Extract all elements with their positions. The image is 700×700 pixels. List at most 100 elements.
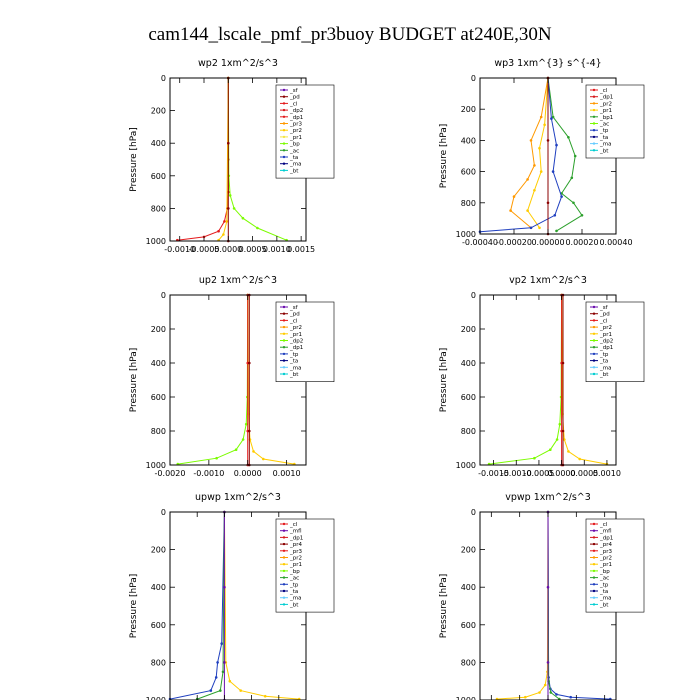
- legend-marker: [282, 122, 286, 125]
- legend-entry: _pr2: [599, 325, 612, 331]
- series-point: [232, 207, 236, 210]
- y-tick-label: 400: [151, 583, 166, 592]
- series-point: [551, 170, 555, 173]
- legend-entry: _pr2: [599, 556, 612, 562]
- series-point: [563, 438, 566, 441]
- legend-entry: _ta: [599, 589, 608, 595]
- legend-marker: [282, 129, 286, 132]
- series-point: [567, 450, 570, 453]
- y-tick-label: 600: [151, 172, 166, 181]
- legend-entry: _ac: [289, 148, 299, 154]
- legend-entry: _bt: [289, 602, 299, 608]
- y-tick-label: 400: [151, 359, 166, 368]
- x-tick-label: 0.0010: [593, 469, 621, 478]
- legend-entry: _sf: [599, 305, 609, 311]
- x-tick-label: -0.0010: [193, 469, 224, 478]
- legend-marker: [592, 346, 596, 349]
- legend-marker: [282, 102, 286, 105]
- series-point: [538, 146, 541, 150]
- legend-marker: [282, 576, 286, 579]
- y-tick-label: 1000: [146, 696, 166, 700]
- series-point: [560, 195, 563, 198]
- series-point: [533, 189, 536, 192]
- series-point: [569, 695, 572, 699]
- y-axis-label: Pressure [hPa]: [129, 127, 139, 192]
- legend-marker: [592, 542, 596, 546]
- legend-entry: _cl: [289, 522, 298, 528]
- legend-marker: [282, 522, 286, 526]
- legend-marker: [282, 169, 286, 172]
- legend-marker: [592, 115, 596, 119]
- y-tick-label: 600: [151, 393, 166, 402]
- y-tick-label: 0: [471, 74, 476, 83]
- legend-entry: _pr2: [289, 556, 302, 562]
- series-point: [209, 689, 213, 692]
- legend-marker: [592, 529, 596, 532]
- x-tick-label: 0.0005: [239, 245, 267, 254]
- legend-marker: [282, 319, 286, 322]
- legend-marker: [592, 556, 596, 559]
- y-axis-label: Pressure [hPa]: [129, 574, 139, 639]
- y-tick-label: 1000: [456, 230, 476, 239]
- series-point: [550, 117, 553, 120]
- legend-marker: [592, 603, 596, 606]
- legend-entry: _dp2: [289, 108, 303, 114]
- series-point: [558, 422, 562, 426]
- legend-entry: _bp: [289, 142, 300, 148]
- legend-entry: _dp2: [289, 339, 303, 345]
- legend-entry: _pr1: [289, 562, 302, 568]
- y-tick-label: 600: [461, 168, 476, 177]
- legend-box: [275, 301, 335, 382]
- series-point: [558, 697, 561, 700]
- legend-marker: [282, 325, 286, 329]
- legend-entry: _ta: [289, 589, 298, 595]
- series-point: [538, 226, 541, 230]
- series-point: [509, 209, 512, 212]
- series-line-orange: [510, 77, 549, 229]
- series-point: [555, 143, 558, 147]
- legend-marker: [282, 155, 286, 159]
- legend-marker: [592, 536, 596, 539]
- legend-entry: _pd: [599, 312, 610, 318]
- series-point: [248, 361, 251, 365]
- legend-entry: _pr3: [599, 549, 613, 555]
- legend-entry: _pr2: [289, 325, 302, 331]
- legend-entry: _cl: [599, 318, 608, 324]
- y-tick-label: 200: [461, 105, 476, 114]
- legend-marker: [592, 549, 596, 552]
- y-tick-label: 0: [471, 508, 476, 517]
- series-point: [543, 683, 547, 687]
- legend-entry: _bt: [599, 148, 609, 154]
- legend-marker: [592, 366, 596, 369]
- legend-entry: _bt: [599, 372, 609, 378]
- legend-entry: _cl: [289, 101, 298, 107]
- legend-entry: _ac: [599, 576, 609, 582]
- series-point: [580, 214, 584, 217]
- legend-marker: [592, 589, 596, 593]
- legend-marker: [282, 142, 286, 145]
- legend-marker: [282, 596, 286, 599]
- x-tick-label: 0.0000: [214, 245, 242, 254]
- legend-marker: [282, 135, 286, 139]
- legend-marker: [282, 346, 286, 349]
- legend-entry: _tp: [289, 352, 299, 358]
- series-point: [234, 448, 238, 452]
- legend-entry: _ma: [599, 142, 611, 148]
- series-point: [263, 694, 267, 698]
- y-tick-label: 400: [461, 359, 476, 368]
- legend-marker: [282, 589, 286, 593]
- legend-entry: _tp: [289, 582, 299, 588]
- series-point: [219, 689, 222, 692]
- series-point: [561, 361, 565, 365]
- series-point: [551, 115, 555, 119]
- legend-entry: _pr1: [599, 108, 612, 114]
- y-tick-label: 200: [461, 546, 476, 555]
- legend-marker: [592, 312, 596, 315]
- legend-marker: [282, 108, 286, 112]
- series-point: [538, 691, 541, 694]
- legend: _cl_mfl_dp1_pr4_pr3_pr2_pr1_bp_ac_tp_ta_…: [585, 518, 645, 613]
- legend-marker: [282, 312, 286, 315]
- x-tick-label: 0.00000: [531, 238, 564, 247]
- legend-entry: _dp1: [289, 115, 303, 121]
- series-point: [561, 429, 565, 433]
